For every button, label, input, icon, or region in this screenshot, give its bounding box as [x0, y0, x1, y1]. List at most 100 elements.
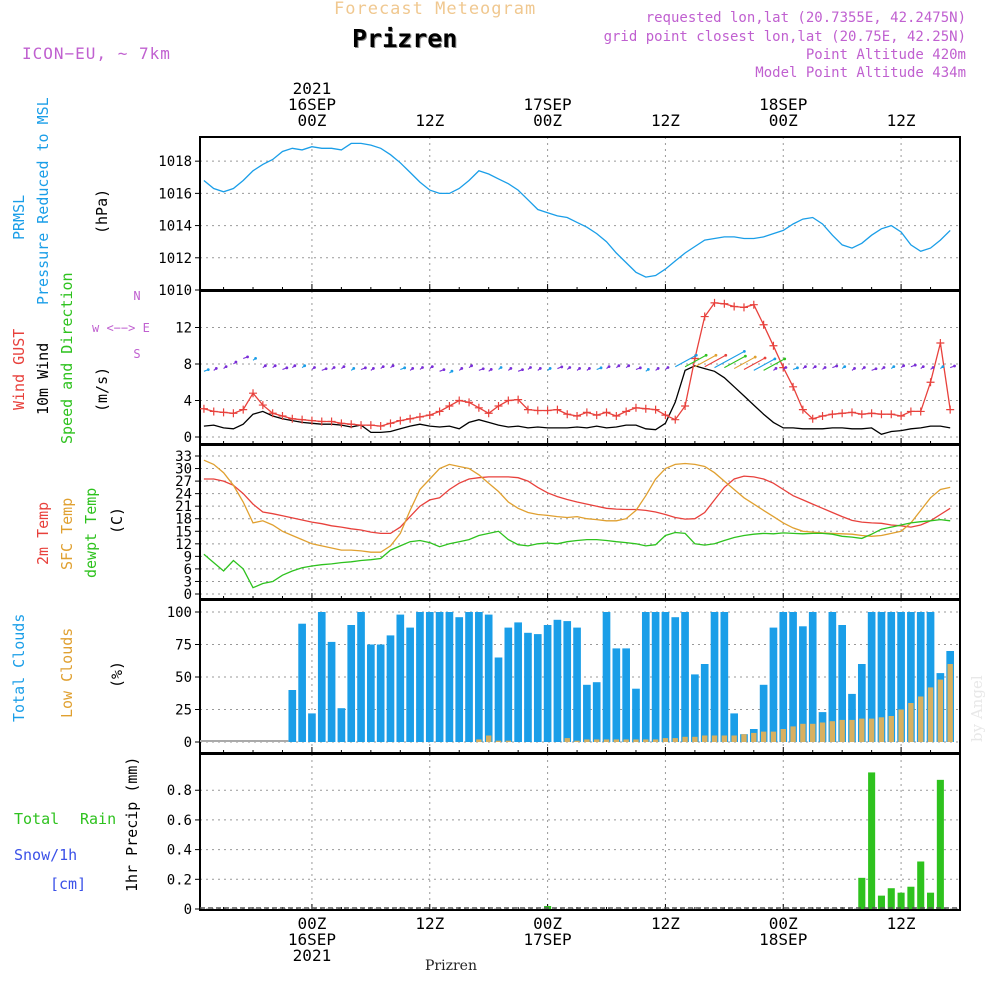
- gust-marker: [239, 405, 248, 414]
- wind-arrow-head: [813, 365, 817, 369]
- total-cloud-bar: [455, 617, 464, 742]
- y-tick-label: 12: [175, 537, 192, 553]
- wind-arrow-head: [724, 353, 728, 357]
- y-tick-label: 0: [184, 430, 192, 446]
- low-cloud-bar: [633, 739, 639, 742]
- gust-marker: [219, 408, 228, 417]
- total-cloud-bar: [543, 625, 552, 742]
- wind-series: [200, 298, 956, 436]
- low-cloud-bar: [505, 740, 512, 742]
- wind-arrow-head: [352, 367, 356, 370]
- total-cloud-bar: [799, 626, 807, 742]
- total-cloud-bar: [769, 627, 778, 742]
- low-cloud-bar: [584, 739, 590, 742]
- wind-arrow-head: [371, 367, 375, 370]
- low-cloud-bar: [652, 739, 659, 742]
- gust-marker: [298, 415, 307, 424]
- y-tick-label: 3: [184, 574, 192, 590]
- rain-bar: [927, 892, 935, 909]
- precip-units: 1hr Precip (mm): [123, 757, 141, 892]
- total-cloud-bar: [425, 612, 434, 742]
- wind-direction-arrow: [743, 357, 766, 370]
- total-cloud-bar: [730, 713, 738, 742]
- low-cloud-bar: [603, 739, 610, 742]
- gust-marker: [504, 396, 513, 405]
- gust-marker: [317, 417, 326, 426]
- gust-marker: [759, 320, 768, 329]
- total-cloud-bar: [848, 693, 856, 742]
- wind-arrow-head: [509, 367, 513, 370]
- total-cloud-bar: [887, 612, 896, 742]
- gust-marker: [661, 411, 670, 420]
- time-label-bottom: 18SEP: [759, 930, 807, 949]
- supertitle: Forecast Meteogram: [334, 0, 537, 19]
- low-cloud-bar: [780, 729, 786, 742]
- time-label-top: 17SEP: [524, 95, 572, 114]
- gust-marker: [563, 410, 572, 419]
- gust-marker: [592, 411, 601, 420]
- low-cloud-bar: [790, 726, 796, 742]
- total-cloud-bar: [602, 612, 611, 742]
- gust-marker: [622, 407, 631, 416]
- gust-marker: [406, 414, 415, 423]
- gust-marker: [357, 421, 366, 430]
- low-cloud-bar: [594, 739, 600, 742]
- wind-arrow-head: [470, 364, 473, 368]
- low-cloud-bar: [486, 735, 492, 742]
- gust-marker: [700, 312, 709, 321]
- gust-marker: [631, 403, 640, 412]
- wind-arrow-head: [656, 367, 660, 370]
- low-cloud-bar: [731, 735, 737, 742]
- time-label-top: 12Z: [651, 111, 680, 130]
- y-tick-label: 50: [175, 670, 192, 686]
- low-cloud-bar: [682, 736, 688, 742]
- total-cloud-bar: [406, 627, 414, 742]
- wind-arrow-head: [588, 367, 591, 370]
- point-altitude: Point Altitude 420m: [805, 47, 966, 63]
- total-cloud-bar: [367, 644, 375, 742]
- low-cloud-bar: [741, 734, 747, 742]
- time-label-bottom: 12Z: [415, 914, 444, 933]
- panel-wind: 0 4 8 12: [175, 290, 961, 446]
- y-tick-label: 30: [175, 462, 192, 478]
- time-label-top: 12Z: [415, 111, 444, 130]
- wind-arrow-head: [913, 363, 917, 367]
- footer-location: Prizren: [425, 958, 477, 974]
- wind-arrow-head: [430, 365, 434, 369]
- total-cloud-bar: [916, 612, 925, 742]
- temp-label-2m: 2m Temp: [34, 502, 52, 565]
- total-cloud-bar: [337, 708, 346, 742]
- pressure-units: (hPa): [93, 189, 111, 234]
- y-tick-label: 27: [175, 474, 192, 490]
- time-label-top: 2021: [293, 79, 332, 98]
- rain-bar: [877, 895, 885, 909]
- low-cloud-bar: [564, 738, 570, 742]
- total-cloud-bar: [435, 612, 444, 742]
- wind-arrow-head: [411, 367, 415, 370]
- wind-arrow-head: [666, 366, 670, 369]
- low-cloud-bar: [810, 723, 816, 742]
- gust-marker: [268, 409, 277, 418]
- time-label-top: 12Z: [887, 111, 916, 130]
- gust-marker: [582, 408, 591, 417]
- wind-arrow-head: [381, 365, 385, 369]
- wind-arrow-head: [263, 364, 267, 368]
- total-cloud-bar: [612, 648, 621, 742]
- total-cloud-bar: [828, 612, 837, 742]
- gust-marker: [425, 411, 434, 420]
- time-label-bottom: 17SEP: [524, 930, 572, 949]
- temp-label-sfc: SFC Temp: [58, 498, 76, 570]
- total-cloud-bar: [857, 664, 866, 742]
- low-cloud-bar: [476, 739, 482, 742]
- low-cloud-bar: [751, 732, 757, 742]
- y-tick-label: 18: [175, 512, 192, 528]
- total-cloud-bar: [789, 612, 797, 742]
- gust-marker: [612, 412, 621, 421]
- gust-marker: [769, 341, 778, 350]
- rain-bar: [858, 877, 866, 909]
- rain-bar: [887, 888, 895, 909]
- total-cloud-bar: [632, 688, 640, 742]
- wind-arrow-head: [835, 364, 839, 368]
- gust-marker: [710, 298, 719, 307]
- panel-frame: [199, 136, 961, 291]
